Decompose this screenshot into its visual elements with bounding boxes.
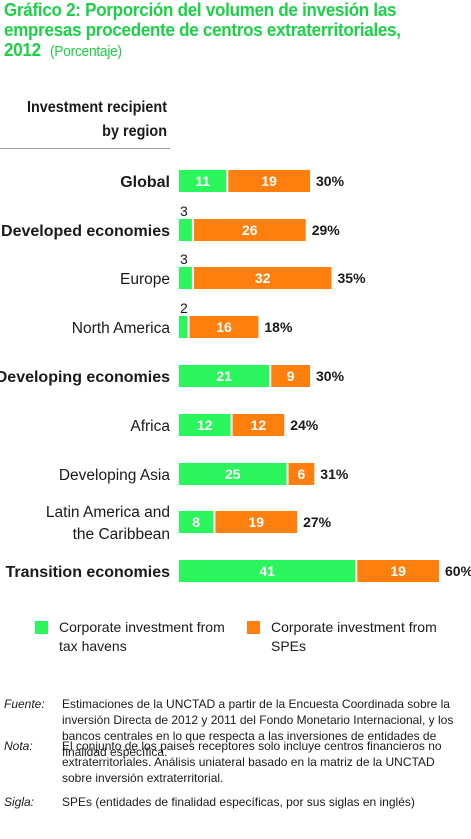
total-latin-america-and-the-caribbean: 27% bbox=[303, 514, 332, 530]
legend-swatch-spes bbox=[247, 621, 260, 634]
bar-latin-america-and-the-caribbean-tax-havens bbox=[179, 511, 214, 533]
total-developing-asia: 31% bbox=[320, 466, 349, 482]
bar-value-latin-america-and-the-caribbean-spes: 19 bbox=[248, 514, 264, 530]
bar-transition-economies-tax-havens bbox=[179, 560, 356, 582]
legend-label-spes: Corporate investment from SPEs bbox=[271, 619, 437, 654]
category-header: Investment recipient by region bbox=[26, 99, 167, 140]
bar-developed-economies-tax-havens bbox=[179, 219, 192, 241]
bar-value-europe-spes: 32 bbox=[255, 270, 271, 286]
bar-developing-economies-spes bbox=[271, 365, 310, 387]
bar-europe-tax-havens bbox=[179, 267, 192, 289]
title-unit: (Porcentaje) bbox=[49, 43, 122, 60]
bar-value-transition-economies-spes: 19 bbox=[390, 563, 406, 579]
total-global: 30% bbox=[316, 173, 345, 189]
total-africa: 24% bbox=[290, 417, 319, 433]
bar-europe-spes bbox=[193, 267, 332, 289]
bar-value-developing-economies-tax-havens: 21 bbox=[216, 368, 232, 384]
bar-value-north-america-tax-havens: 2 bbox=[180, 300, 188, 316]
bar-value-north-america-spes: 16 bbox=[216, 319, 232, 335]
total-developed-economies: 29% bbox=[312, 222, 341, 238]
bar-value-europe-tax-havens: 3 bbox=[180, 251, 188, 267]
bar-value-developing-economies-spes: 9 bbox=[287, 368, 295, 384]
bar-value-global-spes: 19 bbox=[261, 173, 277, 189]
total-europe: 35% bbox=[338, 270, 367, 286]
bar-value-developing-asia-tax-havens: 25 bbox=[225, 466, 241, 482]
total-developing-economies: 30% bbox=[316, 368, 345, 384]
bar-global-spes bbox=[228, 170, 310, 192]
bar-developed-economies-spes bbox=[193, 219, 306, 241]
category-label-developing-economies: Developing economies bbox=[0, 369, 170, 386]
title-year: 2012 bbox=[4, 39, 41, 60]
bar-value-developing-asia-spes: 6 bbox=[298, 466, 306, 482]
category-label-north-america: North America bbox=[72, 320, 171, 337]
note-sigla-key: Sigla: bbox=[4, 795, 35, 809]
legend-label-tax-havens: Corporate investment from tax havens bbox=[59, 619, 225, 654]
note-nota-text: El conjunto de los paises receptores sol… bbox=[62, 739, 442, 785]
category-label-developing-asia: Developing Asia bbox=[59, 467, 171, 484]
bar-north-america-tax-havens bbox=[179, 316, 188, 338]
header-divider bbox=[0, 148, 170, 149]
bar-global-tax-havens bbox=[179, 170, 227, 192]
note-nota-key: Nota: bbox=[4, 739, 33, 753]
note-source-text: Estimaciones de la UNCTAD a partir de la… bbox=[62, 697, 454, 759]
bar-developing-economies-tax-havens bbox=[179, 365, 270, 387]
bar-developing-asia-spes bbox=[288, 463, 315, 485]
bar-africa-spes bbox=[232, 414, 285, 436]
category-label-europe: Europe bbox=[120, 271, 170, 288]
title-line-3: 2012 (Porcentaje) bbox=[4, 40, 433, 62]
note-sigla-text: SPEs (entidades de finalidad específicas… bbox=[62, 795, 415, 809]
bar-value-global-tax-havens: 11 bbox=[195, 173, 210, 189]
total-north-america: 18% bbox=[264, 319, 293, 335]
bar-value-africa-tax-havens: 12 bbox=[197, 417, 213, 433]
bar-developing-asia-tax-havens bbox=[179, 463, 287, 485]
bar-value-developed-economies-tax-havens: 3 bbox=[180, 203, 188, 219]
bar-value-transition-economies-tax-havens: 41 bbox=[259, 563, 275, 579]
title-line-1: Gráfico 2: Porporción del volumen de inv… bbox=[4, 0, 397, 20]
category-label-transition-economies: Transition economies bbox=[6, 564, 171, 581]
bar-transition-economies-spes bbox=[357, 560, 439, 582]
bar-north-america-spes bbox=[189, 316, 259, 338]
total-transition-economies: 60% bbox=[445, 563, 471, 579]
category-label-latin-america-and-the-caribbean: Latin America and the Caribbean bbox=[46, 504, 170, 543]
chart-title: Gráfico 2: Porporción del volumen de inv… bbox=[4, 0, 433, 62]
bar-value-africa-spes: 12 bbox=[251, 417, 267, 433]
bar-africa-tax-havens bbox=[179, 414, 231, 436]
bar-value-latin-america-and-the-caribbean-tax-havens: 8 bbox=[192, 514, 200, 530]
category-label-developed-economies: Developed economies bbox=[1, 223, 170, 240]
category-label-africa: Africa bbox=[130, 418, 170, 435]
title-line-2: empresas procedente de centros extraterr… bbox=[4, 19, 401, 40]
note-source-key: Fuente: bbox=[4, 697, 45, 711]
bar-latin-america-and-the-caribbean-spes bbox=[215, 511, 298, 533]
legend-swatch-tax-havens bbox=[35, 621, 48, 634]
bar-value-developed-economies-spes: 26 bbox=[242, 222, 258, 238]
category-label-global: Global bbox=[120, 174, 170, 191]
